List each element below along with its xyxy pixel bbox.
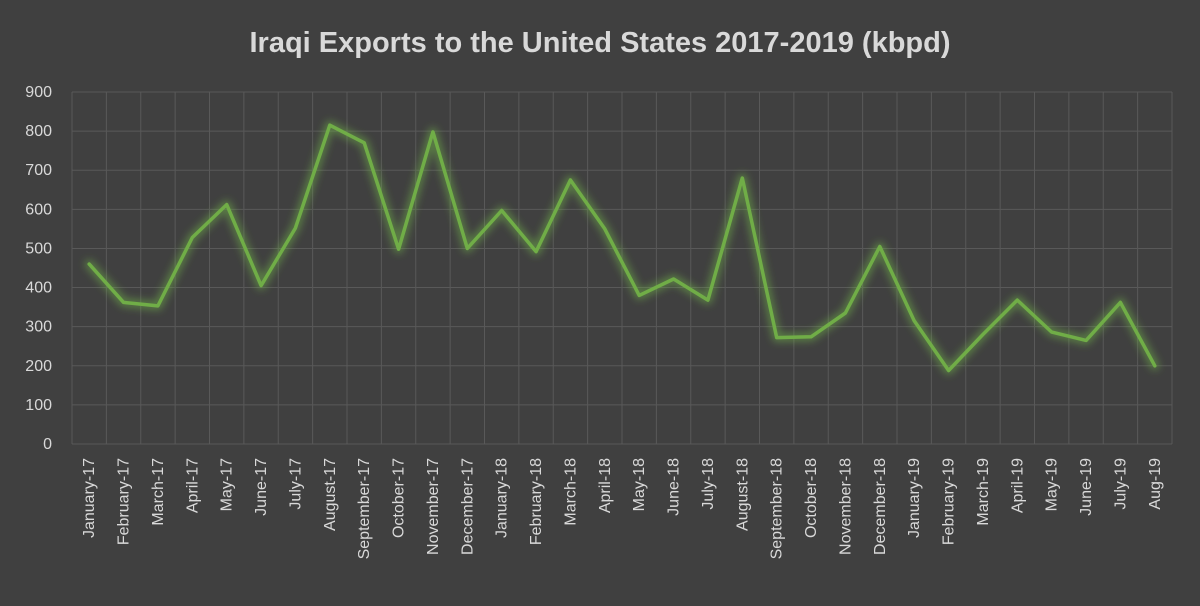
x-tick-label: September-18: [769, 458, 786, 559]
data-point: [981, 332, 985, 336]
data-point: [534, 250, 538, 254]
y-axis-ticks: 0 100 200 300 400 500 600 700 800 900: [25, 84, 52, 453]
data-point: [122, 300, 126, 304]
x-tick-label: November-17: [425, 458, 442, 555]
y-tick-label: 300: [25, 319, 52, 336]
x-tick-label: October-18: [803, 458, 820, 538]
x-tick-label: Aug-19: [1147, 458, 1164, 510]
y-tick-label: 800: [25, 123, 52, 140]
data-point: [947, 368, 951, 372]
data-point: [1153, 364, 1157, 368]
data-point: [568, 178, 572, 182]
data-point: [706, 298, 710, 302]
data-point: [500, 209, 504, 213]
x-tick-label: February-18: [528, 458, 545, 545]
x-tick-label: April-18: [597, 458, 614, 513]
data-point: [465, 246, 469, 250]
data-point: [328, 123, 332, 127]
data-point: [843, 311, 847, 315]
data-point: [1050, 330, 1054, 334]
x-tick-label: March-18: [562, 458, 579, 526]
y-tick-label: 900: [25, 84, 52, 101]
data-point: [603, 227, 607, 231]
x-tick-label: June-18: [666, 458, 683, 516]
x-tick-label: June-19: [1078, 458, 1095, 516]
series-line: [87, 123, 1157, 373]
x-tick-label: February-17: [116, 458, 133, 545]
x-tick-label: April-17: [184, 458, 201, 513]
data-point: [740, 176, 744, 180]
chart-title: Iraqi Exports to the United States 2017-…: [249, 27, 950, 59]
x-tick-label: September-17: [356, 458, 373, 559]
x-tick-label: April-19: [1009, 458, 1026, 513]
data-point: [672, 277, 676, 281]
data-point: [156, 304, 160, 308]
data-point: [259, 284, 263, 288]
data-point: [293, 226, 297, 230]
y-tick-label: 200: [25, 358, 52, 375]
data-point: [362, 141, 366, 145]
x-tick-label: January-17: [81, 458, 98, 538]
x-tick-label: October-17: [391, 458, 408, 538]
x-tick-label: December-18: [872, 458, 889, 555]
data-point: [1015, 298, 1019, 302]
x-tick-label: July-19: [1112, 458, 1129, 510]
x-tick-label: May-19: [1044, 458, 1061, 511]
data-point: [431, 130, 435, 134]
data-point: [397, 247, 401, 251]
data-point: [809, 335, 813, 339]
x-tick-label: May-17: [219, 458, 236, 511]
x-tick-label: March-17: [150, 458, 167, 526]
data-point: [637, 293, 641, 297]
data-point: [87, 262, 91, 266]
x-tick-label: May-18: [631, 458, 648, 511]
x-tick-label: August-18: [734, 458, 751, 531]
x-tick-label: January-18: [494, 458, 511, 538]
x-tick-label: November-18: [837, 458, 854, 555]
x-tick-label: August-17: [322, 458, 339, 531]
x-axis-ticks: January-17 February-17 March-17 April-17 May…: [81, 458, 1164, 559]
data-point: [1118, 300, 1122, 304]
x-tick-label: February-19: [941, 458, 958, 545]
x-tick-label: March-19: [975, 458, 992, 526]
x-tick-label: January-19: [906, 458, 923, 538]
data-point: [225, 203, 229, 207]
x-tick-label: December-17: [459, 458, 476, 555]
y-tick-label: 400: [25, 280, 52, 297]
x-tick-label: June-17: [253, 458, 270, 516]
x-tick-label: July-17: [287, 458, 304, 510]
x-tick-label: July-18: [700, 458, 717, 510]
data-point: [1084, 338, 1088, 342]
y-tick-label: 600: [25, 201, 52, 218]
series-layer: [84, 120, 1160, 375]
data-point: [878, 244, 882, 248]
data-point: [775, 336, 779, 340]
data-point: [912, 319, 916, 323]
data-point: [190, 235, 194, 239]
y-tick-label: 0: [43, 436, 52, 453]
y-tick-label: 100: [25, 397, 52, 414]
y-tick-label: 700: [25, 162, 52, 179]
y-tick-label: 500: [25, 240, 52, 257]
